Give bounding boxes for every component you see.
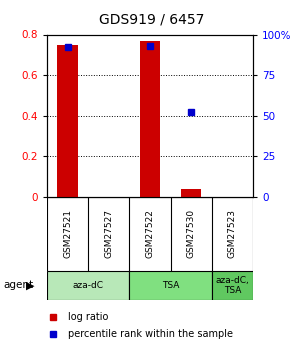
Bar <box>181 188 201 197</box>
Bar <box>129 271 212 300</box>
Text: log ratio: log ratio <box>68 312 108 322</box>
Text: TSA: TSA <box>162 281 179 290</box>
Text: GDS919 / 6457: GDS919 / 6457 <box>99 12 204 26</box>
Text: aza-dC,
TSA: aza-dC, TSA <box>215 276 249 295</box>
Text: GSM27522: GSM27522 <box>145 209 155 258</box>
Text: aza-dC: aza-dC <box>73 281 104 290</box>
Text: agent: agent <box>3 280 33 290</box>
Text: GSM27521: GSM27521 <box>63 209 72 258</box>
Text: GSM27530: GSM27530 <box>187 209 196 258</box>
Text: percentile rank within the sample: percentile rank within the sample <box>68 329 233 339</box>
Bar <box>57 45 78 197</box>
Bar <box>212 271 253 300</box>
Bar <box>140 41 160 197</box>
Text: ▶: ▶ <box>26 280 35 290</box>
Text: GSM27523: GSM27523 <box>228 209 237 258</box>
Text: GSM27527: GSM27527 <box>104 209 113 258</box>
Bar <box>47 271 129 300</box>
